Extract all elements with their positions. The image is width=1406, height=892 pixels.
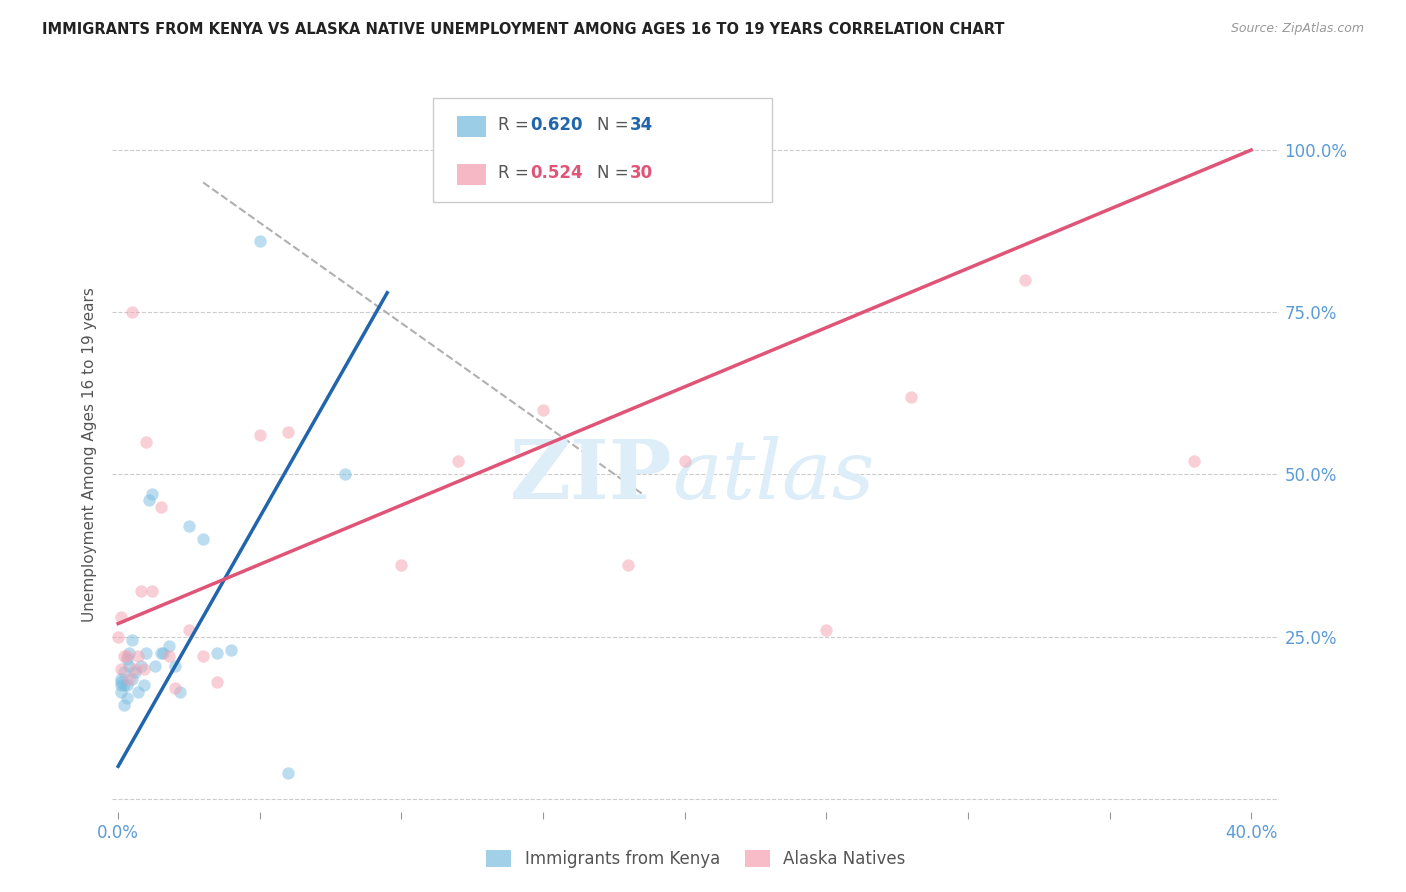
Point <box>163 658 186 673</box>
Bar <box>457 164 486 186</box>
Point <box>143 658 166 673</box>
Point <box>115 691 138 706</box>
Point <box>249 428 271 442</box>
Point <box>531 402 554 417</box>
Point <box>141 487 163 501</box>
Point <box>127 684 149 698</box>
Point <box>121 632 143 647</box>
Point <box>124 665 146 680</box>
Text: 0.620: 0.620 <box>530 116 582 134</box>
Point <box>157 640 180 654</box>
Point <box>815 623 838 637</box>
Point <box>115 648 138 663</box>
Point <box>149 646 172 660</box>
Point <box>135 646 157 660</box>
Point <box>110 662 132 676</box>
Point <box>124 662 146 676</box>
Text: N =: N = <box>596 164 634 182</box>
Point <box>673 454 696 468</box>
Point <box>112 665 135 680</box>
Text: R =: R = <box>498 164 534 182</box>
Point <box>121 672 143 686</box>
Point <box>207 675 229 690</box>
Point <box>191 533 214 547</box>
Point <box>110 672 132 686</box>
Point <box>277 425 299 440</box>
Text: N =: N = <box>596 116 634 134</box>
Point <box>1184 454 1206 468</box>
Point <box>127 648 149 663</box>
Point <box>129 584 152 599</box>
Point <box>249 234 271 248</box>
Point <box>333 467 356 482</box>
Point <box>121 305 143 319</box>
Text: IMMIGRANTS FROM KENYA VS ALASKA NATIVE UNEMPLOYMENT AMONG AGES 16 TO 19 YEARS CO: IMMIGRANTS FROM KENYA VS ALASKA NATIVE U… <box>42 22 1005 37</box>
Point <box>141 584 163 599</box>
Point <box>177 623 200 637</box>
Y-axis label: Unemployment Among Ages 16 to 19 years: Unemployment Among Ages 16 to 19 years <box>82 287 97 623</box>
Point <box>110 684 132 698</box>
Point <box>115 678 138 692</box>
Text: 34: 34 <box>630 116 652 134</box>
Text: 30: 30 <box>630 164 652 182</box>
Point <box>221 642 243 657</box>
Point <box>107 630 129 644</box>
Legend: Immigrants from Kenya, Alaska Natives: Immigrants from Kenya, Alaska Natives <box>479 843 912 875</box>
Point <box>112 698 135 712</box>
Point <box>389 558 412 573</box>
Point <box>115 652 138 666</box>
Point <box>617 558 640 573</box>
Point <box>118 672 141 686</box>
Point <box>112 648 135 663</box>
Point <box>132 662 155 676</box>
Point <box>277 765 299 780</box>
Point <box>110 675 132 690</box>
Bar <box>457 116 486 137</box>
Point <box>191 648 214 663</box>
Point <box>157 648 180 663</box>
Point <box>132 678 155 692</box>
Point <box>110 610 132 624</box>
Point <box>1014 273 1036 287</box>
Point <box>138 493 160 508</box>
Text: atlas: atlas <box>672 436 875 516</box>
Text: 0.524: 0.524 <box>530 164 583 182</box>
Point <box>129 658 152 673</box>
Point <box>135 434 157 449</box>
Point <box>149 500 172 514</box>
Point <box>152 646 174 660</box>
Point <box>112 678 135 692</box>
Point <box>110 678 132 692</box>
FancyBboxPatch shape <box>433 98 772 202</box>
Point <box>118 658 141 673</box>
Point <box>169 684 191 698</box>
Point <box>163 681 186 696</box>
Point <box>207 646 229 660</box>
Point <box>177 519 200 533</box>
Text: R =: R = <box>498 116 534 134</box>
Point <box>447 454 470 468</box>
Point <box>900 390 922 404</box>
Point <box>118 646 141 660</box>
Text: ZIP: ZIP <box>510 436 672 516</box>
Text: Source: ZipAtlas.com: Source: ZipAtlas.com <box>1230 22 1364 36</box>
